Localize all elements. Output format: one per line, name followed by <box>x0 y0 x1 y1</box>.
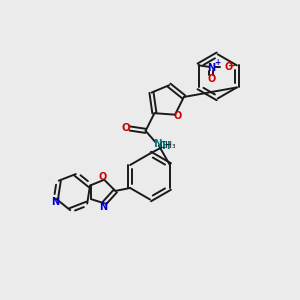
Text: O: O <box>174 111 182 121</box>
Text: −: − <box>228 61 236 71</box>
Text: O: O <box>122 123 130 133</box>
Text: N: N <box>99 202 107 212</box>
Text: N: N <box>154 139 162 149</box>
Text: N: N <box>51 197 59 207</box>
Text: CH₃: CH₃ <box>160 141 177 150</box>
Text: H: H <box>162 141 171 151</box>
Text: N: N <box>207 63 215 73</box>
Text: O: O <box>224 62 232 72</box>
Text: O: O <box>207 74 215 85</box>
Text: O: O <box>99 172 107 182</box>
Text: +: + <box>214 58 221 67</box>
